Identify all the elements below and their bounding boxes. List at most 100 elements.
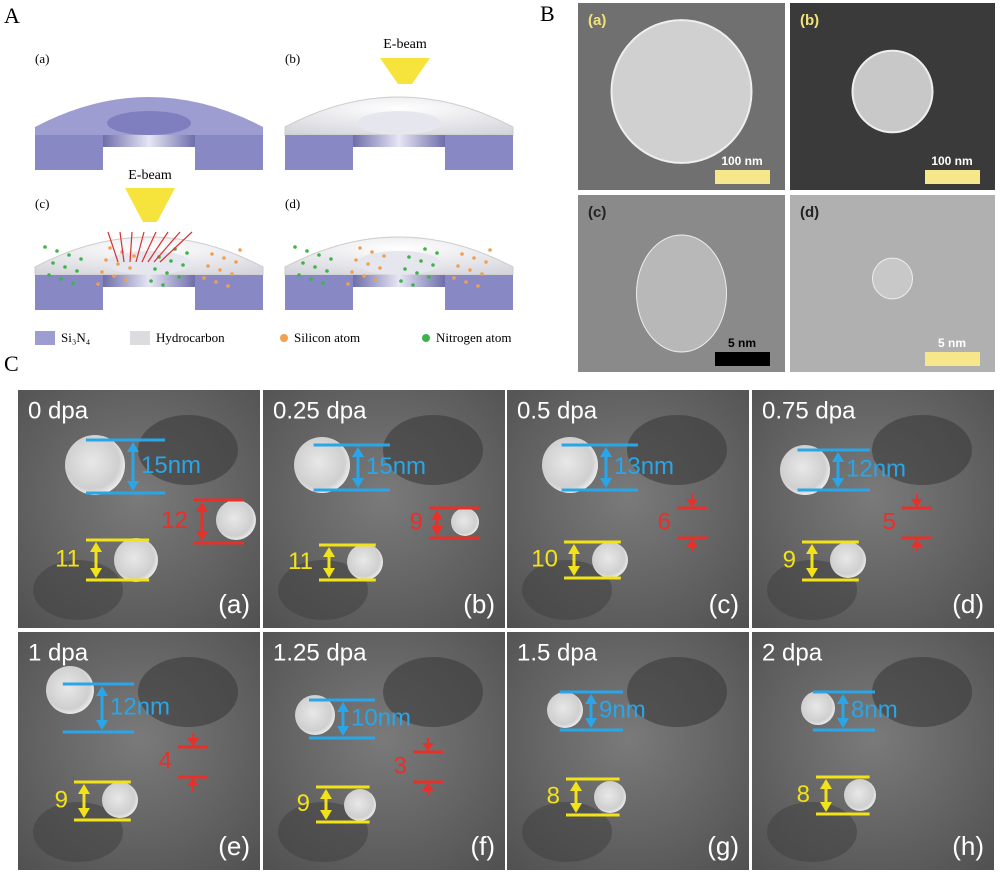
atom-dot (321, 281, 325, 285)
size-label: 15nm (366, 453, 426, 480)
atom-dot (51, 261, 55, 265)
subpanel-label: (c) (35, 196, 49, 211)
channel (353, 135, 445, 147)
dose-label: 1 dpa (28, 639, 89, 666)
arrow-head (78, 784, 90, 794)
beam-label: E-beam (383, 37, 427, 52)
arrow-head (90, 542, 102, 552)
atom-dot (177, 275, 181, 279)
atom-dot (452, 276, 456, 280)
arrow-head (820, 802, 832, 812)
atom-dot (96, 282, 100, 286)
dose-label: 1.25 dpa (273, 639, 367, 666)
atom-dot (374, 278, 378, 282)
size-label: 10nm (351, 704, 411, 731)
atom-dot (67, 253, 71, 257)
atom-dot (206, 264, 210, 268)
scale-label: 5 nm (728, 336, 756, 350)
atom-dot (100, 270, 104, 274)
dark-region (138, 657, 238, 727)
atom-dot (366, 262, 370, 266)
atom-dot (362, 274, 366, 278)
dark-region (872, 415, 972, 485)
dark-region (872, 657, 972, 727)
atom-dot (153, 267, 157, 271)
atom-dot (104, 258, 108, 262)
atom-dot (354, 258, 358, 262)
size-label: 13nm (614, 453, 674, 480)
arrow-head (127, 442, 139, 452)
atom-dot (427, 275, 431, 279)
atom-dot (411, 283, 415, 287)
membrane-schematic (34, 236, 264, 310)
arrow-head (568, 544, 580, 554)
beam-label: E-beam (128, 168, 172, 183)
arrow-head (320, 810, 332, 820)
pore (357, 111, 441, 135)
atom-dot (161, 283, 165, 287)
arrow-head (570, 803, 582, 813)
atom-dot (165, 271, 169, 275)
atom-dot (293, 245, 297, 249)
channel (353, 275, 445, 287)
si3n4-block (285, 275, 353, 310)
dark-region (522, 802, 612, 862)
atom-dot (185, 251, 189, 255)
atom-dot (468, 268, 472, 272)
arrow-head (337, 702, 349, 712)
atom-dot (75, 269, 79, 273)
size-label: 5 (883, 508, 896, 535)
arrow-head (585, 718, 597, 728)
arrow-head (187, 778, 199, 786)
subpanel-label: (d) (285, 196, 300, 211)
arrow-head (352, 447, 364, 457)
nanoparticle (780, 445, 830, 495)
frame-label: (d) (952, 589, 984, 619)
nanoparticle (114, 538, 158, 582)
stem-frame: 0.25 dpa (b) 15nm 11 9 (263, 390, 505, 628)
size-label: 8nm (851, 696, 898, 723)
pore (872, 257, 913, 300)
nanoparticle (542, 437, 598, 493)
atom-dot (399, 279, 403, 283)
atom-dot (230, 272, 234, 276)
legend-label: Nitrogen atom (436, 330, 511, 345)
arrow-head (90, 568, 102, 578)
panel-a: A (a) (b) (c) (d) E-beam E-beam Si₃N₄ Hydrocarb… (4, 3, 514, 345)
panel-b: B (a) 100 nm (b) 100 nm (c) 5 nm (d) 5 nm (540, 1, 995, 372)
membrane-schematic (284, 96, 514, 170)
beam-arrow (135, 231, 145, 263)
atom-dot (43, 245, 47, 249)
atom-dot (480, 272, 484, 276)
atom-dot (346, 282, 350, 286)
atom-dot (297, 273, 301, 277)
scale-bar (925, 352, 980, 366)
si3n4-block (195, 135, 263, 170)
atom-dot (325, 269, 329, 273)
arrow-head (422, 743, 434, 751)
atom-dot (116, 262, 120, 266)
scale-bar (715, 170, 770, 184)
si3n4-block (285, 135, 353, 170)
dark-region (767, 560, 857, 620)
membrane-schematic (284, 236, 514, 310)
arrow-head (352, 478, 364, 488)
arrow-head (320, 789, 332, 799)
arrow-head (323, 568, 335, 578)
e-beam (125, 188, 175, 222)
scale-bar (925, 170, 980, 184)
panel-label: B (540, 1, 555, 26)
size-label: 9 (783, 546, 796, 573)
atom-dot (419, 259, 423, 263)
si3n4-block (445, 135, 513, 170)
image-label: (c) (588, 204, 606, 221)
atom-dot (305, 249, 309, 253)
image-label: (a) (588, 12, 606, 29)
atom-dot (435, 251, 439, 255)
arrow-head (600, 447, 612, 457)
size-label: 4 (159, 747, 172, 774)
dark-region (33, 560, 123, 620)
size-label: 6 (658, 508, 671, 535)
atom-dot (47, 273, 51, 277)
atom-dot (55, 249, 59, 253)
